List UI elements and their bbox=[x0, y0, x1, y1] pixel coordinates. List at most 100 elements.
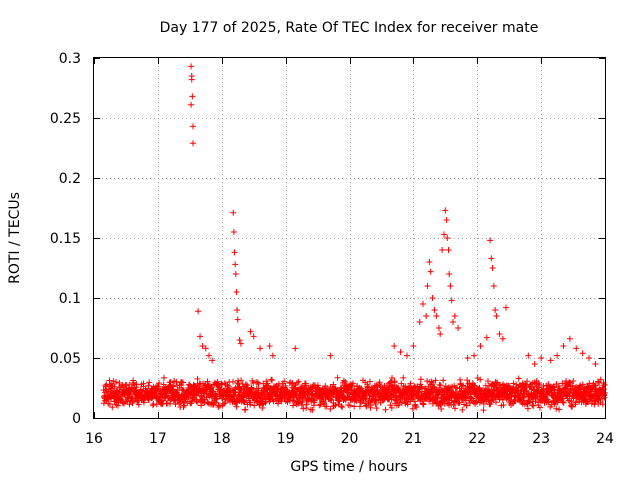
data-point bbox=[328, 396, 335, 403]
data-point bbox=[572, 399, 579, 406]
data-point bbox=[180, 379, 187, 386]
data-point bbox=[145, 382, 152, 389]
data-point bbox=[311, 397, 318, 404]
data-point bbox=[477, 343, 484, 349]
data-point bbox=[480, 407, 487, 414]
data-point bbox=[579, 350, 586, 357]
data-point bbox=[449, 319, 456, 325]
data-point bbox=[332, 402, 339, 409]
data-point bbox=[376, 379, 383, 386]
data-point bbox=[395, 402, 402, 409]
data-point bbox=[194, 375, 201, 382]
data-point bbox=[159, 401, 166, 408]
data-point bbox=[339, 392, 346, 399]
data-point bbox=[404, 401, 411, 408]
data-point bbox=[282, 382, 289, 389]
data-point bbox=[236, 337, 243, 343]
data-point bbox=[231, 249, 238, 256]
data-point bbox=[310, 396, 317, 403]
data-point bbox=[445, 247, 452, 253]
data-point bbox=[423, 313, 430, 319]
data-point bbox=[126, 401, 133, 408]
data-point bbox=[488, 255, 495, 262]
data-point bbox=[389, 374, 396, 381]
data-point bbox=[309, 406, 316, 413]
data-point bbox=[181, 402, 188, 409]
data-point bbox=[440, 377, 447, 384]
data-point bbox=[269, 352, 276, 359]
data-point bbox=[372, 401, 379, 408]
data-point bbox=[559, 398, 566, 405]
data-point bbox=[248, 385, 255, 392]
data-point bbox=[377, 399, 384, 406]
x-tick-label: 20 bbox=[341, 431, 359, 447]
data-point bbox=[500, 401, 507, 408]
data-point bbox=[426, 259, 433, 265]
data-point bbox=[232, 271, 239, 277]
data-point bbox=[391, 343, 398, 349]
data-point bbox=[437, 331, 444, 337]
data-point bbox=[597, 376, 604, 383]
data-point bbox=[432, 377, 439, 384]
chart-title: Day 177 of 2025, Rate Of TEC Index for r… bbox=[160, 20, 539, 36]
data-point bbox=[441, 231, 448, 238]
data-point bbox=[554, 352, 561, 359]
data-point bbox=[431, 307, 438, 313]
data-point bbox=[347, 381, 354, 388]
data-point bbox=[549, 392, 556, 399]
data-point bbox=[553, 405, 560, 412]
x-tick-label: 22 bbox=[468, 431, 486, 447]
data-point bbox=[231, 393, 238, 400]
data-point bbox=[439, 394, 446, 401]
data-point bbox=[454, 384, 461, 391]
data-point bbox=[230, 209, 237, 216]
data-point bbox=[281, 378, 288, 385]
data-point bbox=[303, 401, 310, 408]
data-point bbox=[302, 380, 309, 387]
data-point bbox=[472, 398, 479, 405]
x-tick-label: 17 bbox=[149, 431, 167, 447]
data-point bbox=[295, 378, 302, 385]
data-point bbox=[290, 402, 297, 409]
data-point bbox=[209, 401, 216, 408]
data-point bbox=[327, 405, 334, 412]
data-point bbox=[229, 378, 236, 385]
data-point bbox=[536, 404, 543, 411]
data-point bbox=[220, 400, 227, 407]
data-point bbox=[361, 392, 368, 399]
data-point bbox=[435, 325, 442, 331]
data-point bbox=[464, 377, 471, 384]
data-point bbox=[357, 399, 364, 406]
x-tick-label: 21 bbox=[404, 431, 422, 447]
data-point bbox=[257, 345, 264, 352]
data-point bbox=[338, 403, 345, 410]
data-point bbox=[560, 343, 567, 349]
data-point bbox=[342, 379, 349, 386]
x-axis-label: GPS time / hours bbox=[290, 459, 407, 475]
data-point bbox=[601, 389, 608, 396]
data-point bbox=[560, 399, 567, 406]
data-point bbox=[471, 352, 478, 359]
data-point bbox=[247, 399, 254, 406]
data-point bbox=[160, 374, 167, 381]
x-tick-label: 16 bbox=[85, 431, 103, 447]
data-point bbox=[510, 380, 517, 387]
data-point bbox=[531, 361, 538, 367]
data-point bbox=[190, 140, 197, 147]
data-point bbox=[524, 378, 531, 385]
data-point bbox=[156, 380, 163, 387]
data-point bbox=[303, 405, 310, 412]
grid-lines bbox=[94, 58, 605, 418]
data-point bbox=[342, 397, 349, 404]
data-point bbox=[437, 382, 444, 389]
y-tick-label: 0.1 bbox=[59, 291, 81, 307]
data-point bbox=[547, 357, 554, 364]
data-point bbox=[106, 377, 113, 384]
data-point bbox=[205, 352, 212, 359]
data-point bbox=[424, 283, 431, 289]
data-point bbox=[327, 352, 334, 359]
data-point bbox=[573, 345, 580, 352]
data-point bbox=[420, 401, 427, 408]
data-point bbox=[409, 405, 416, 412]
data-point bbox=[489, 265, 496, 271]
